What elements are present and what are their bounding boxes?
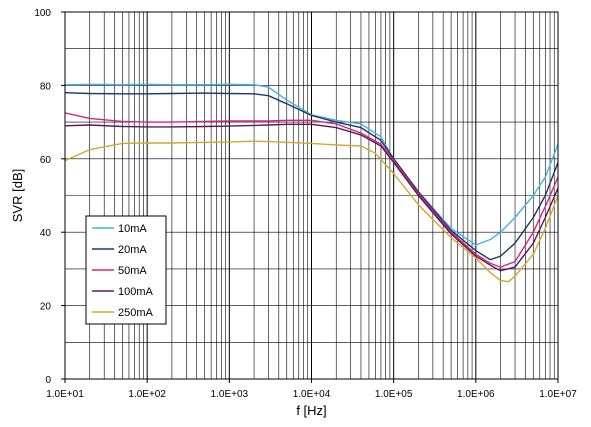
y-tick-label: 0 [45,375,51,386]
y-axis-label: SVR [dB] [10,169,25,222]
x-tick-label: 1.0E+02 [128,389,166,400]
x-axis-label: f [Hz] [296,403,326,418]
legend-label-20mA: 20mA [118,244,147,256]
series-line-250mA [64,140,559,283]
series-line-10mA [64,83,559,246]
y-tick-label: 40 [40,228,52,239]
series-line-100mA [64,123,559,272]
y-tick-label: 80 [40,81,52,92]
series-group [64,83,559,283]
y-tick-label: 100 [34,8,51,19]
y-axis-ticks: 0 20 40 60 80 100 [34,8,65,386]
legend-label-50mA: 50mA [118,265,147,277]
legend-label-100mA: 100mA [118,286,154,298]
legend-label-250mA: 250mA [118,307,154,319]
y-tick-label: 20 [40,302,52,313]
x-tick-label: 1.0E+05 [375,389,413,400]
grid [64,11,558,380]
y-tick-label: 60 [40,155,52,166]
x-tick-label: 1.0E+07 [539,389,577,400]
x-tick-label: 1.0E+04 [293,389,331,400]
x-axis-ticks: 1.0E+01 1.0E+02 1.0E+03 1.0E+04 1.0E+05 1.0E+… [46,379,577,400]
x-tick-label: 1.0E+03 [211,389,249,400]
series-line-20mA [64,92,559,261]
legend: 10mA 20mA 50mA 100mA 250mA [85,215,167,325]
series-line-50mA [64,112,559,268]
x-tick-label: 1.0E+01 [46,389,84,400]
x-tick-label: 1.0E+06 [457,389,495,400]
legend-label-10mA: 10mA [118,223,147,235]
